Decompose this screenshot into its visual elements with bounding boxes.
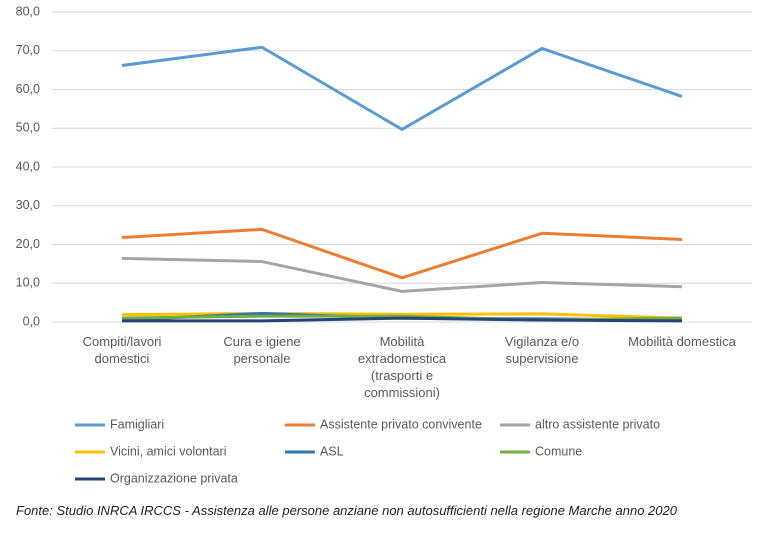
y-tick-label: 30,0: [16, 198, 40, 212]
legend-label: Vicini, amici volontari: [110, 444, 226, 458]
x-tick-label: Mobilità domestica: [628, 334, 736, 349]
y-tick-label: 10,0: [16, 276, 40, 290]
series-line: [121, 311, 683, 320]
legend-label: Comune: [535, 444, 582, 458]
series-line: [122, 316, 683, 323]
y-tick-label: 80,0: [16, 4, 40, 18]
legend-label: Famigliari: [110, 417, 164, 431]
legend-label: Organizzazione privata: [110, 471, 238, 485]
legend-label: ASL: [320, 444, 344, 458]
y-tick-label: 60,0: [16, 82, 40, 96]
y-tick-label: 0,0: [23, 314, 40, 328]
legend-label: Assistente privato convivente: [320, 417, 482, 431]
y-tick-label: 40,0: [16, 159, 40, 173]
y-tick-label: 70,0: [16, 43, 40, 57]
x-tick-label: Compiti/lavori domestici: [82, 334, 162, 366]
legend-label: altro assistente privato: [535, 417, 660, 431]
series-line: [121, 227, 683, 280]
y-tick-label: 20,0: [16, 237, 40, 251]
series-line: [121, 256, 683, 293]
x-tick-label: Vigilanza e/o supervisione: [504, 334, 580, 366]
y-tick-label: 50,0: [16, 121, 40, 135]
source-note: Fonte: Studio INRCA IRCCS - Assistenza a…: [16, 503, 677, 518]
x-tick-label: Cura e igiene personale: [223, 334, 301, 366]
series-line: [121, 45, 683, 131]
x-tick-label: Mobilità extradomestica (trasporti e com…: [357, 334, 447, 400]
